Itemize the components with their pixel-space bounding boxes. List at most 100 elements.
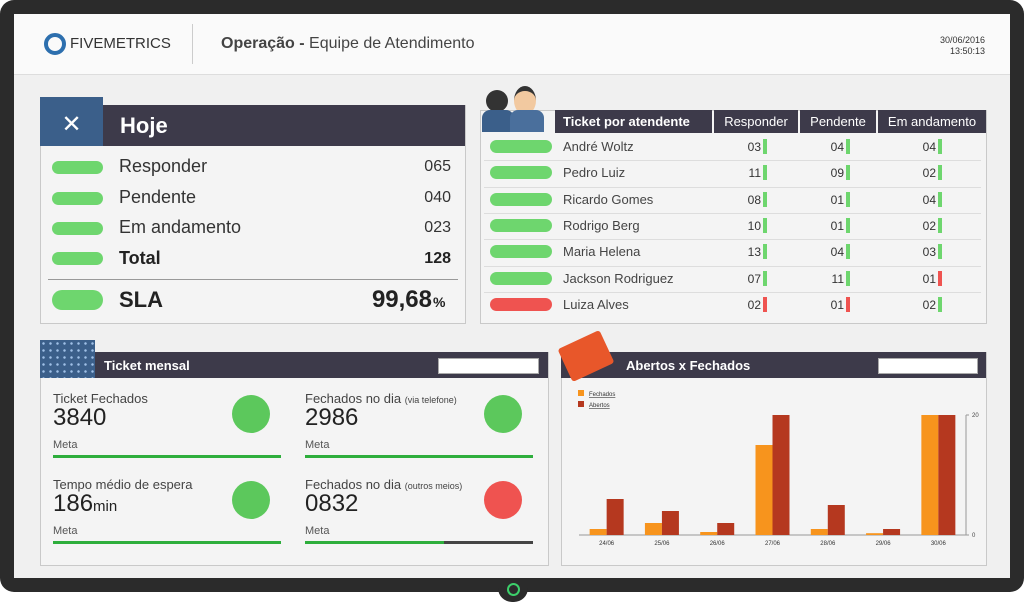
cell-flag (763, 139, 767, 154)
meta-label: Meta (53, 525, 78, 537)
bar (589, 529, 607, 535)
meta-label: Meta (305, 525, 330, 537)
cell-flag (846, 270, 850, 286)
x-tick-label: 25/06 (654, 541, 670, 547)
row-label: Responder (119, 156, 208, 176)
x-tick-label: 29/06 (876, 541, 892, 547)
agents-header: Ticket por atendente (555, 110, 712, 133)
cell-flag (846, 244, 850, 260)
status-pill (490, 245, 552, 259)
chart-select[interactable] (878, 358, 978, 374)
value-text: 186 (53, 490, 94, 517)
title-bold: Operação - (221, 35, 305, 52)
agent-name: Ricardo Gomes (563, 191, 654, 207)
status-pill (52, 290, 103, 310)
time: 13:50:13 (949, 46, 985, 56)
sla-value: 99,68 (371, 286, 432, 313)
label-note: (via telefone) (404, 395, 457, 405)
title-text: Equipe de Atendimento (309, 35, 475, 52)
monthly-title: Ticket mensal (104, 358, 190, 373)
datetime: 30/06/2016 13:50:13 (900, 35, 985, 57)
agent-name: Jackson Rodriguez (563, 270, 674, 286)
cell-value: 02 (922, 166, 936, 181)
cell-value: 10 (747, 218, 761, 233)
cell-value: 08 (747, 192, 761, 207)
label-note: (outros meios) (404, 481, 463, 491)
cell-value: 03 (747, 140, 761, 154)
cell-flag (938, 191, 942, 207)
bar (827, 505, 845, 535)
divider (192, 24, 193, 64)
monthly-panel (40, 352, 549, 566)
column-header: Pendente (800, 110, 876, 133)
cell-flag (763, 217, 767, 233)
bar (772, 415, 790, 535)
total-label: Total (119, 248, 161, 268)
legend-swatch (578, 390, 584, 396)
cell-flag (763, 165, 767, 181)
monthly-select[interactable] (438, 358, 539, 374)
value-text: 0832 (305, 490, 359, 517)
column-header: Em andamento (878, 110, 986, 133)
cell-value: 02 (922, 218, 936, 233)
agent-name: André Woltz (563, 139, 634, 154)
cell-value: 04 (922, 192, 936, 207)
bar (644, 523, 662, 535)
row-label: Pendente (119, 186, 197, 207)
cell-flag (938, 244, 942, 260)
meta-label: Meta (305, 439, 330, 451)
x-tick-label: 27/06 (765, 541, 781, 547)
separator (48, 279, 458, 280)
item-label: Tempo médio de espera (53, 477, 192, 492)
row-divider (484, 265, 981, 267)
power-light (507, 583, 520, 596)
date: 30/06/2016 (939, 35, 985, 45)
cell-value: 11 (831, 271, 844, 286)
x-tick-label: 28/06 (820, 541, 836, 547)
x-tick-label: 30/06 (931, 541, 947, 547)
row-divider (484, 239, 981, 241)
row-value: 040 (424, 188, 451, 206)
progress-fill (53, 541, 281, 544)
label-text: Fechados no dia (305, 391, 402, 406)
cell-flag (763, 270, 767, 286)
x-tick-label: 24/06 (599, 541, 615, 547)
cell-value: 02 (747, 297, 761, 312)
cell-flag (938, 139, 942, 154)
status-pill (52, 191, 103, 205)
cell-flag (763, 191, 767, 207)
cell-value: 04 (830, 140, 844, 154)
today-header (40, 105, 465, 146)
cell-value: 13 (747, 245, 761, 260)
progress-fill (305, 455, 533, 458)
status-pill (490, 192, 552, 206)
agents-title: Ticket por atendente (563, 114, 690, 129)
cell-flag (763, 244, 767, 260)
cell-value: 01 (830, 192, 844, 207)
item-label: Fechados no dia (via telefone) (305, 391, 457, 406)
status-pill (490, 297, 552, 311)
agent-name: Maria Helena (563, 244, 641, 260)
progress-fill (53, 455, 281, 458)
cell-flag (846, 217, 850, 233)
bar (938, 415, 956, 535)
cell-value: 01 (830, 218, 844, 233)
today-icon: ✕ (40, 97, 103, 146)
value-text: 2986 (305, 404, 359, 431)
cell-flag (938, 270, 942, 286)
x-tick-label: 26/06 (710, 541, 726, 547)
status-pill (490, 166, 552, 180)
label-text: Fechados no dia (305, 477, 402, 492)
cell-flag (846, 296, 850, 312)
cell-value: 09 (830, 166, 844, 181)
chart: Fechados Abertos 0 20 24/06 25/06 26/06 27/06 28… (578, 390, 979, 547)
cell-flag (763, 296, 767, 312)
cell-value: 04 (922, 140, 936, 154)
item-value: 186min (53, 490, 117, 518)
item-label: Fechados no dia (outros meios) (305, 477, 462, 492)
row-divider (484, 160, 981, 162)
total-value: 128 (424, 250, 451, 267)
item-value: 3840 (53, 404, 106, 432)
status-pill (490, 218, 552, 232)
column-header: Responder (714, 110, 798, 133)
